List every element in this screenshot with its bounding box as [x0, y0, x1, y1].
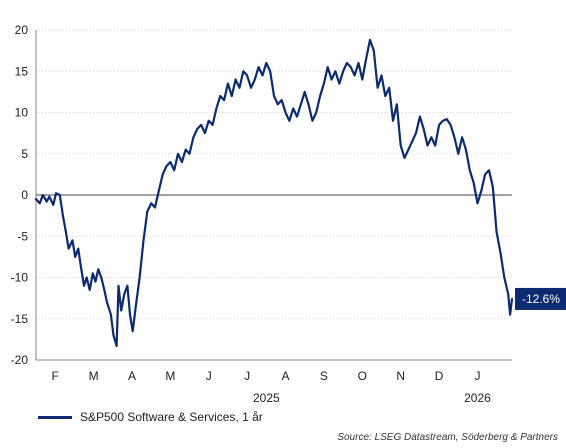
- x-tick-label: S: [320, 369, 328, 383]
- source-note: Source: LSEG Datastream, Söderberg & Par…: [337, 432, 558, 443]
- y-tick-label: 5: [21, 147, 28, 161]
- x-tick-label: D: [435, 369, 444, 383]
- x-tick-label: J: [206, 369, 212, 383]
- legend-swatch: [38, 415, 72, 419]
- x-tick-label: A: [282, 369, 290, 383]
- x-tick-label: F: [52, 369, 59, 383]
- y-tick-label: -20: [11, 353, 29, 367]
- y-tick-label: 10: [15, 106, 29, 120]
- y-tick-label: 20: [15, 23, 29, 37]
- year-label: 2025: [253, 391, 280, 405]
- gridlines: [35, 29, 512, 361]
- end-value-tag-background: [515, 287, 566, 310]
- y-tick-label: 0: [21, 188, 28, 202]
- y-tick-label: 15: [15, 64, 29, 78]
- end-value-tag-label: -12.6%: [522, 292, 560, 306]
- series-line: [34, 38, 514, 348]
- series-group: [34, 38, 514, 348]
- x-tick-label: M: [89, 369, 99, 383]
- x-tick-label: A: [128, 369, 136, 383]
- y-axis-ticks: 20 15 10 5 0 -5 -10 -15 -20: [11, 23, 29, 367]
- x-tick-label: M: [165, 369, 175, 383]
- x-tick-label: O: [358, 369, 367, 383]
- end-value-tag: -12.6%: [515, 287, 566, 310]
- legend: S&P500 Software & Services, 1 år: [38, 410, 263, 424]
- legend-label: S&P500 Software & Services, 1 år: [80, 410, 263, 424]
- y-tick-label: -5: [17, 229, 28, 243]
- year-label: 2026: [464, 391, 491, 405]
- year-labels: 2025 2026: [253, 391, 491, 405]
- y-tick-label: -15: [11, 312, 29, 326]
- x-tick-label: J: [244, 369, 250, 383]
- x-tick-label: J: [474, 369, 480, 383]
- y-tick-label: -10: [11, 271, 29, 285]
- x-tick-label: N: [396, 369, 405, 383]
